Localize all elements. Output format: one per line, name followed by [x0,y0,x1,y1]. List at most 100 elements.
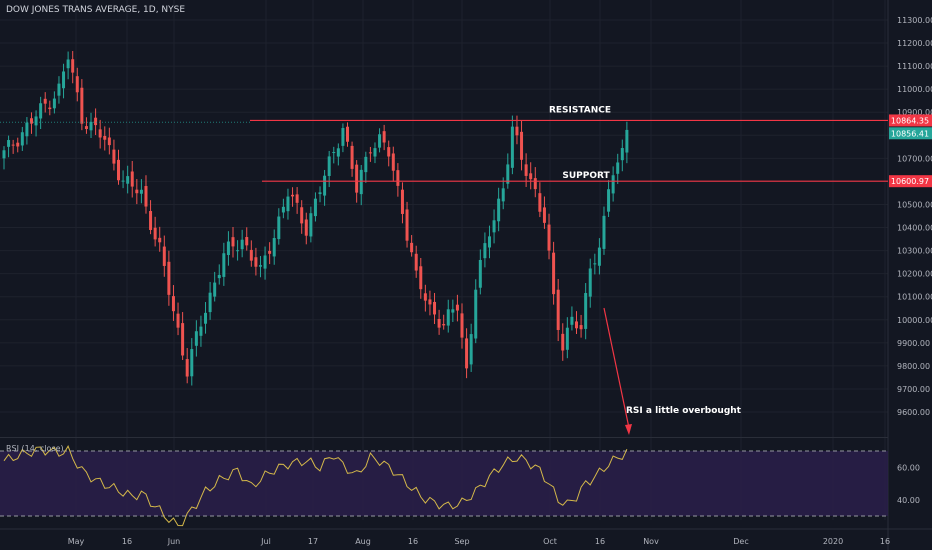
candle-down [400,189,404,214]
candle-down [391,153,395,171]
price-tick-label: 9700.00 [897,385,930,394]
candle-up [359,169,363,195]
candle-down [245,237,249,246]
candle-down [295,194,299,203]
candle-down [144,186,148,207]
candle-up [332,152,336,154]
candle-down [396,170,400,186]
candle-up [510,126,514,168]
candle-up [89,121,93,131]
candle-up [318,192,322,195]
candle-up [588,268,592,297]
candle-up [121,180,125,182]
candle-down [460,313,464,338]
candle-up [341,128,345,146]
candle-up [213,282,217,297]
candle-up [7,140,11,147]
candle-down [171,296,175,312]
candle-up [492,220,496,233]
candle-down [455,304,459,311]
candle-down [181,323,185,356]
candle-up [222,253,226,277]
candle-down [48,107,52,110]
candle-up [584,293,588,329]
candle-up [126,176,130,184]
candle-down [71,59,75,73]
candle-up [364,156,368,173]
candle-up [277,216,281,240]
candle-down [405,209,409,241]
candle-down [465,338,469,369]
candle-down [414,253,418,271]
candle-down [579,325,583,330]
candle-up [483,243,487,259]
candle-down [117,159,120,181]
candle-up [258,265,262,267]
candle-up [52,98,56,109]
candle-up [66,59,70,69]
price-tick-label: 9600.00 [897,408,930,417]
candle-down [29,118,33,124]
candle-up [20,132,24,146]
price-tick-label: 11000.00 [897,85,932,94]
candle-down [423,293,427,301]
candle-up [616,162,620,174]
candle-down [185,359,189,377]
price-tick-label: 10700.00 [897,154,932,163]
candle-up [565,327,569,350]
candle-down [75,76,79,93]
candle-up [57,83,61,96]
time-tick-label: 2020 [823,537,843,546]
candle-down [368,152,372,154]
candle-down [556,289,560,330]
price-tag-bg [889,114,932,127]
candle-down [561,333,565,351]
candle-down [547,224,551,251]
candle-up [451,309,455,313]
price-tick-label: 11300.00 [897,16,932,25]
annotations: RESISTANCE SUPPORT RSI a little overbought [549,105,742,435]
candle-up [611,175,615,194]
candle-down [419,266,423,290]
candle-down [382,131,386,143]
time-tick-label: Oct [543,537,557,546]
price-tick-label: 11100.00 [897,62,932,71]
candle-up [272,238,276,257]
price-axis[interactable]: 9600.00 9700.00 9800.00 9900.00 10000.00 1010… [889,16,932,505]
candle-down [552,252,556,295]
time-axis[interactable]: May 16 Jun Jul 17 Aug 16 Sep Oct 16 Nov Dec 2020 16 [68,537,890,546]
price-tick-label: 10300.00 [897,247,932,256]
candle-down [350,145,354,169]
candle-up [446,309,450,326]
candle-down [112,149,116,164]
candle-down [153,227,157,240]
candle-down [542,207,546,223]
candle-up [263,255,267,269]
candle-down [529,173,533,180]
candle-up [208,292,212,313]
candle-down [533,178,537,190]
candle-up [313,198,317,217]
price-tag-label: 10856.41 [891,129,929,138]
candle-up [373,148,377,157]
candle-up [570,316,574,325]
candle-up [25,122,29,137]
candle-down [162,246,166,266]
candle-down [410,242,414,253]
candle-up [474,289,478,339]
candle-down [231,237,235,247]
candle-down [107,137,111,146]
rsi-tick-label: 60.00 [897,463,920,472]
price-tag-label: 10864.35 [891,116,929,125]
candle-up [478,259,482,288]
candle-up [597,247,601,266]
candle-down [94,117,98,126]
price-tick-label: 10400.00 [897,224,932,233]
candle-up [139,189,143,194]
time-tick-label: May [68,537,85,546]
candle-down [300,207,304,224]
rsi-tick-label: 40.00 [897,496,920,505]
candlestick-series [2,51,629,386]
rsi-indicator-title[interactable]: RSI (14, close) [6,444,64,453]
